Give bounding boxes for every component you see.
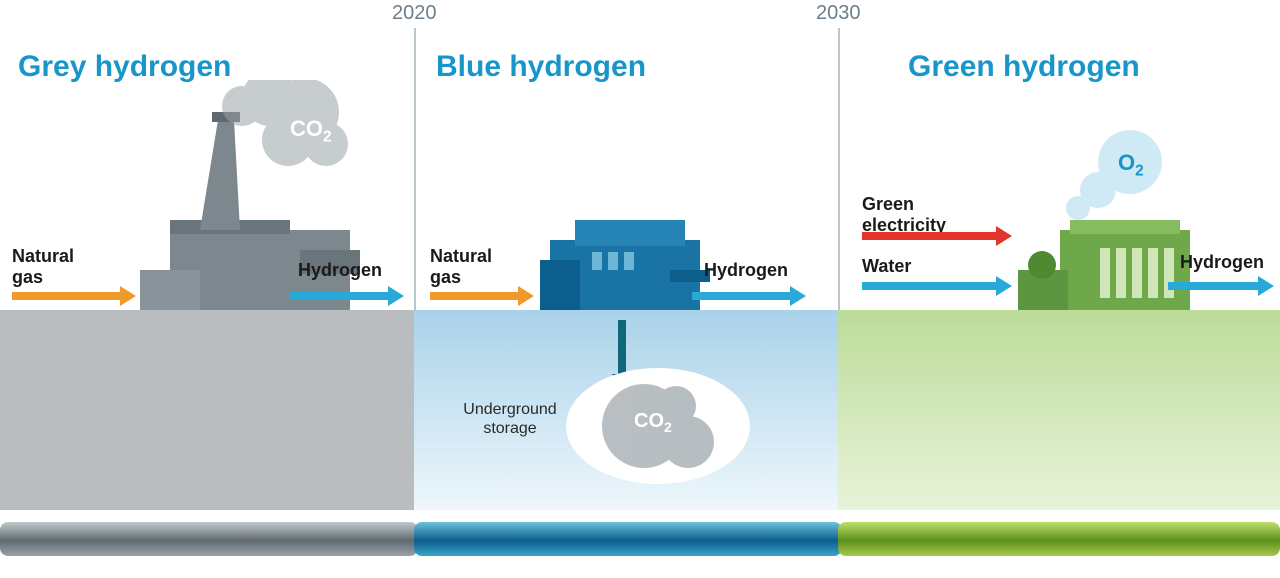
blue-co2-label: CO2 bbox=[634, 410, 672, 435]
o2-text: O2 bbox=[1118, 150, 1144, 175]
green-o2-label: O2 bbox=[1118, 150, 1144, 180]
pipe-green bbox=[838, 522, 1280, 556]
title-blue: Blue hydrogen bbox=[436, 50, 646, 84]
green-output-label: Hydrogen bbox=[1180, 252, 1264, 273]
blue-input-arrow bbox=[430, 292, 520, 300]
grey-input-arrow bbox=[12, 292, 122, 300]
hydrogen-types-infographic: 2020 2030 Grey hydrogen Blue hydrogen Gr… bbox=[0, 0, 1280, 578]
grey-input-label: Natural gas bbox=[12, 246, 74, 287]
green-water-label: Water bbox=[862, 256, 911, 277]
grey-output-label: Hydrogen bbox=[298, 260, 382, 281]
blue-output-label: Hydrogen bbox=[704, 260, 788, 281]
green-elec-arrow bbox=[862, 232, 998, 240]
underground-storage-label: Underground storage bbox=[450, 400, 570, 438]
pipe-blue bbox=[414, 522, 842, 556]
co2-text-2: CO2 bbox=[634, 410, 672, 432]
pipe-grey bbox=[0, 522, 418, 556]
grey-plant-illustration bbox=[130, 80, 390, 320]
green-elec-label: Green electricity bbox=[862, 194, 946, 235]
title-green: Green hydrogen bbox=[908, 50, 1140, 84]
year-2020-label: 2020 bbox=[392, 2, 437, 25]
green-output-arrow bbox=[1168, 282, 1260, 290]
green-plant-illustration bbox=[1000, 120, 1220, 320]
green-water-arrow bbox=[862, 282, 998, 290]
blue-input-label: Natural gas bbox=[430, 246, 492, 287]
grey-co2-label: CO2 bbox=[290, 116, 332, 146]
grey-output-arrow bbox=[290, 292, 390, 300]
title-grey: Grey hydrogen bbox=[18, 50, 231, 84]
ground-grey bbox=[0, 310, 414, 510]
co2-text: CO2 bbox=[290, 116, 332, 141]
blue-output-arrow bbox=[692, 292, 792, 300]
year-2030-label: 2030 bbox=[816, 2, 861, 25]
ground-green bbox=[838, 310, 1280, 510]
